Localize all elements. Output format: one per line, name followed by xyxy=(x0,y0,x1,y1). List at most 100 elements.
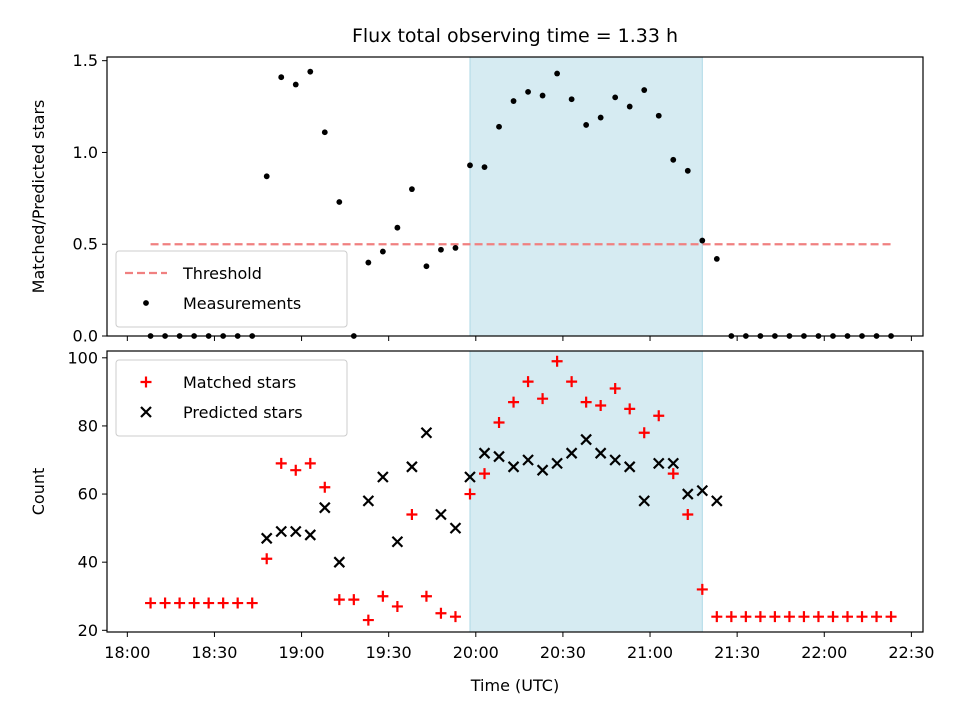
data-point xyxy=(493,450,505,463)
data-point xyxy=(624,403,636,415)
data-point xyxy=(885,611,897,623)
x-axis-label: Time (UTC) xyxy=(470,676,559,695)
data-point xyxy=(554,70,561,77)
data-point xyxy=(652,457,665,470)
legend-swatch xyxy=(140,406,152,418)
data-point xyxy=(377,471,389,483)
data-point xyxy=(263,173,270,180)
data-point xyxy=(420,426,433,439)
data-point xyxy=(435,607,447,619)
x-tick-label: 22:30 xyxy=(888,643,934,662)
data-point xyxy=(725,611,737,623)
y-tick-label: 20 xyxy=(78,621,98,640)
legend-label: Predicted stars xyxy=(183,403,303,422)
data-point xyxy=(336,199,343,205)
data-point xyxy=(827,611,839,623)
data-point xyxy=(612,94,619,101)
data-point xyxy=(537,393,549,405)
data-point xyxy=(493,417,505,429)
x-tick-label: 20:30 xyxy=(540,643,586,662)
data-point xyxy=(261,553,273,565)
data-point xyxy=(292,81,299,88)
data-point xyxy=(711,611,723,623)
data-point xyxy=(696,484,709,497)
data-point xyxy=(449,611,461,623)
data-point xyxy=(551,457,563,470)
data-point xyxy=(217,597,229,609)
data-point xyxy=(481,164,488,171)
chart-title: Flux total observing time = 1.33 h xyxy=(352,25,678,47)
data-point xyxy=(479,468,491,480)
legend-box xyxy=(115,250,348,328)
x-tick-label: 19:00 xyxy=(279,643,325,662)
x-tick-label: 18:30 xyxy=(191,643,237,662)
data-point xyxy=(812,611,824,623)
data-point xyxy=(711,495,723,507)
data-point xyxy=(409,186,415,193)
data-point xyxy=(568,96,575,103)
legend-label: Threshold xyxy=(182,264,262,283)
data-point xyxy=(362,495,375,507)
data-point xyxy=(406,508,418,520)
data-point xyxy=(594,447,607,459)
y-tick-label: 80 xyxy=(78,416,98,435)
data-point xyxy=(638,427,650,439)
data-point xyxy=(783,611,795,623)
y-tick-label: 1.0 xyxy=(73,143,98,162)
data-point xyxy=(289,525,302,538)
data-point xyxy=(232,597,244,609)
data-point xyxy=(667,457,680,470)
data-point xyxy=(188,597,200,609)
data-point xyxy=(536,464,549,476)
data-point xyxy=(626,103,633,110)
data-point xyxy=(580,433,592,446)
data-point xyxy=(423,263,430,270)
data-point xyxy=(319,481,331,493)
x-tick-label: 21:00 xyxy=(627,643,673,662)
data-point xyxy=(841,611,853,623)
data-point xyxy=(464,471,476,483)
data-point xyxy=(682,508,694,520)
data-point xyxy=(406,461,418,473)
data-point xyxy=(595,399,607,411)
data-point xyxy=(565,447,578,459)
plot-frame xyxy=(106,350,924,633)
data-point xyxy=(522,376,534,388)
legend: Threshold Measurements xyxy=(115,250,348,328)
data-point xyxy=(769,611,781,623)
data-point xyxy=(307,68,314,75)
data-point xyxy=(290,464,302,476)
x-tick-label: 19:30 xyxy=(366,643,412,662)
data-point xyxy=(362,614,374,626)
data-point xyxy=(203,597,215,609)
data-point xyxy=(159,597,171,609)
data-point xyxy=(667,468,679,480)
data-point xyxy=(539,92,546,99)
shaded-interval xyxy=(469,350,703,633)
data-point xyxy=(856,611,868,623)
data-point xyxy=(377,590,389,602)
legend-box xyxy=(115,359,348,437)
data-point xyxy=(391,600,403,612)
data-point xyxy=(623,461,636,473)
data-point xyxy=(597,114,604,121)
y-tick-label: 100 xyxy=(67,348,98,367)
data-point xyxy=(684,167,691,174)
data-point xyxy=(145,597,157,609)
data-point xyxy=(174,597,186,609)
data-point xyxy=(452,244,459,251)
y-axis-label: Matched/Predicted stars xyxy=(29,100,48,294)
data-point xyxy=(333,594,345,606)
data-point xyxy=(522,454,534,466)
plot-frame xyxy=(106,56,924,337)
y-tick-label: 60 xyxy=(78,485,98,504)
legend-label: Measurements xyxy=(183,294,301,313)
data-point xyxy=(348,594,360,606)
data-point xyxy=(525,88,531,95)
data-point xyxy=(655,112,662,119)
data-point xyxy=(379,248,386,255)
data-point xyxy=(391,535,404,548)
data-point xyxy=(754,611,766,623)
data-point xyxy=(580,396,592,408)
